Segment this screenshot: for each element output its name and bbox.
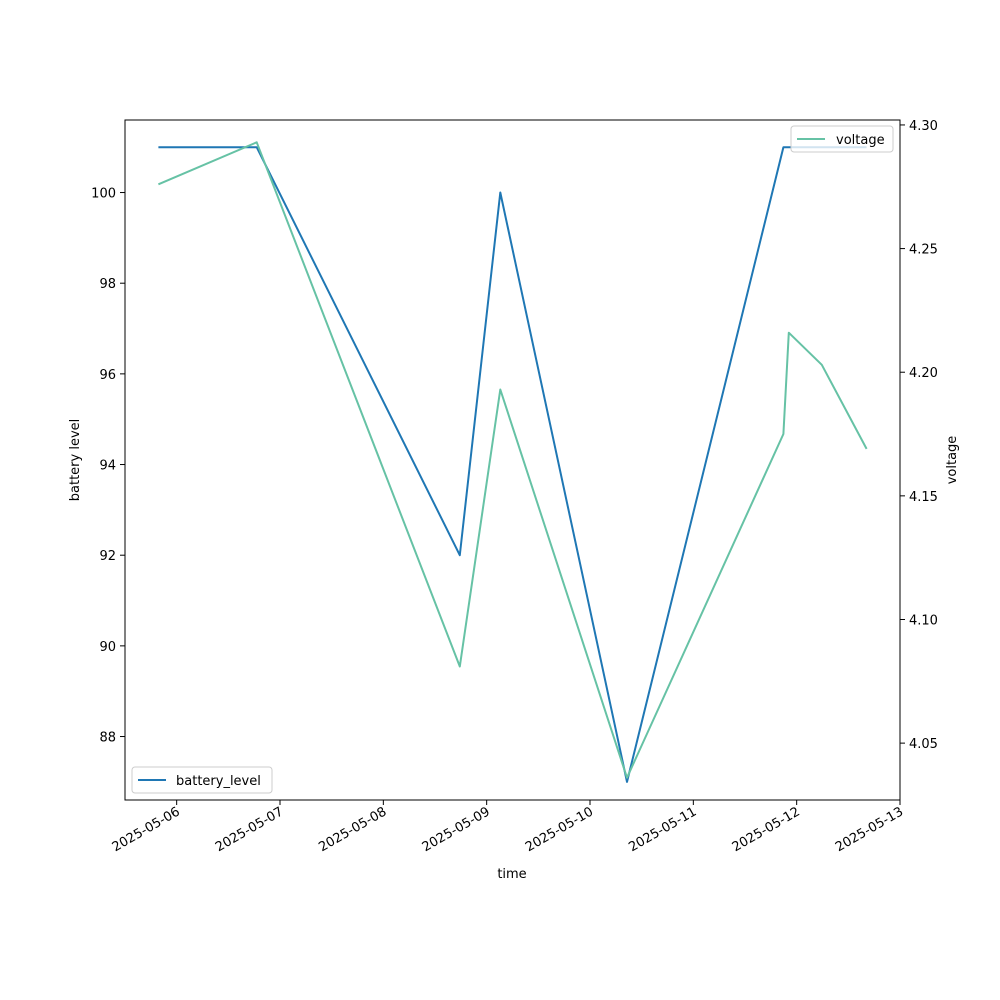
series-layer	[158, 141, 868, 783]
right-tick-label-0: 4.05	[909, 737, 938, 752]
left-axis-title: battery level	[68, 419, 83, 502]
x-axis-title: time	[497, 867, 526, 882]
series-line-battery-level	[158, 146, 867, 783]
legend-voltage-label: voltage	[836, 133, 885, 148]
right-tick-label-1: 4.10	[909, 613, 938, 628]
right-tick-label-3: 4.20	[909, 366, 938, 381]
right-tick-label-2: 4.15	[909, 490, 938, 505]
left-y-axis: 88 90 92 94 96 98 100	[91, 187, 125, 746]
legend-voltage-box	[790, 125, 894, 153]
left-tick-label-1: 90	[99, 640, 116, 655]
left-tick-label-4: 96	[99, 368, 116, 383]
legend-battery-level: battery_level	[131, 766, 273, 794]
legend-voltage: voltage	[790, 125, 894, 153]
right-tick-label-4: 4.25	[909, 243, 938, 258]
left-tick-label-6: 100	[91, 187, 116, 202]
series-line-voltage	[158, 141, 868, 779]
left-tick-label-5: 98	[99, 277, 116, 292]
legend-battery-label: battery_level	[176, 774, 261, 789]
left-tick-label-3: 94	[99, 459, 116, 474]
legend-battery-box	[131, 766, 273, 794]
plot-frame	[124, 119, 901, 801]
left-tick-label-0: 88	[99, 731, 116, 746]
left-tick-label-2: 92	[99, 549, 116, 564]
right-y-axis: 4.05 4.10 4.15 4.20 4.25 4.30	[900, 119, 938, 752]
right-tick-label-5: 4.30	[909, 119, 938, 134]
right-axis-title: voltage	[945, 436, 960, 485]
